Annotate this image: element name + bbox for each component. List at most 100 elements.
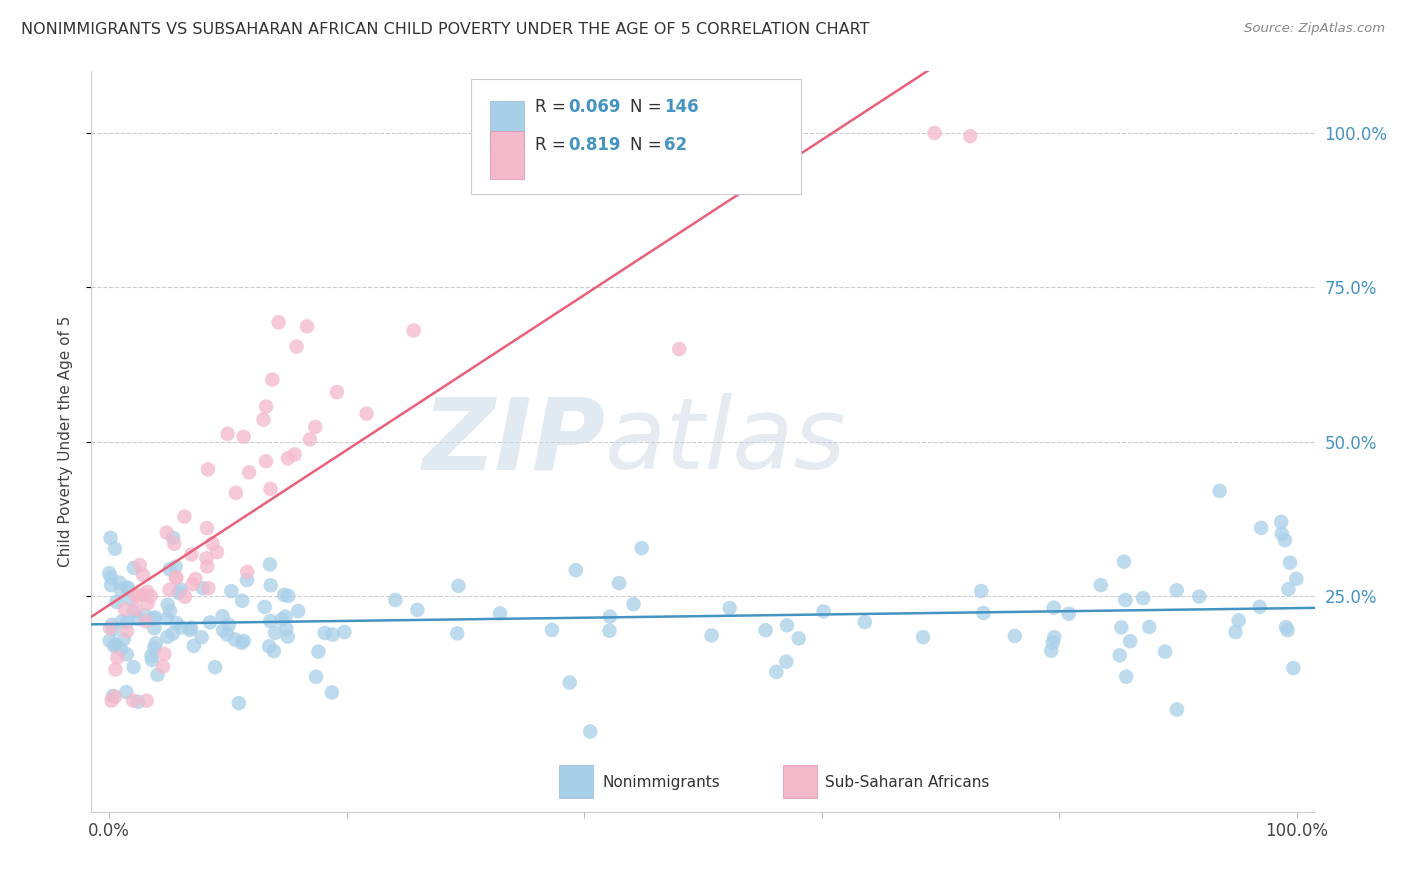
Point (183, 639, 205, 653)
Point (1154, 644, 1177, 658)
Point (141, 648, 163, 663)
Point (253, 599, 276, 614)
Point (1277, 582, 1299, 597)
Point (1119, 634, 1142, 648)
Point (136, 597, 159, 611)
Point (1132, 591, 1154, 606)
Point (167, 586, 190, 600)
Point (173, 509, 195, 524)
FancyBboxPatch shape (471, 78, 801, 194)
Point (1042, 635, 1064, 649)
Point (103, 639, 125, 653)
Point (1111, 620, 1133, 634)
Point (103, 622, 125, 636)
Point (232, 633, 254, 648)
Point (754, 624, 776, 638)
Point (1278, 556, 1301, 570)
Point (277, 451, 299, 466)
FancyBboxPatch shape (783, 765, 817, 798)
Text: 62: 62 (664, 136, 688, 154)
Point (197, 462, 219, 476)
Point (1042, 600, 1064, 615)
Text: R =: R = (536, 136, 571, 154)
Point (231, 593, 253, 607)
Point (112, 632, 135, 647)
Point (813, 604, 835, 618)
Point (100, 531, 122, 545)
Point (1270, 515, 1292, 529)
Point (1090, 578, 1112, 592)
Text: Sub-Saharan Africans: Sub-Saharan Africans (825, 774, 990, 789)
Point (402, 324, 425, 338)
Point (98, 633, 121, 648)
Point (1115, 670, 1137, 684)
Point (98, 621, 121, 635)
Point (607, 576, 630, 591)
Point (169, 582, 191, 597)
Point (114, 602, 136, 616)
Point (132, 567, 155, 582)
Point (232, 430, 254, 444)
Point (100, 694, 122, 708)
Point (305, 670, 328, 684)
Point (135, 694, 157, 708)
Point (1114, 593, 1136, 607)
Point (321, 685, 343, 699)
Point (1277, 623, 1299, 637)
Point (718, 601, 741, 615)
Point (105, 650, 128, 665)
Point (775, 655, 797, 669)
Point (314, 626, 336, 640)
Point (110, 642, 132, 657)
Point (1057, 607, 1080, 621)
Point (217, 627, 239, 641)
Point (128, 588, 150, 602)
Point (959, 129, 981, 144)
Point (146, 668, 169, 682)
Point (225, 486, 247, 500)
Point (212, 623, 235, 637)
Point (1112, 555, 1135, 569)
Point (124, 602, 146, 616)
Point (143, 610, 166, 624)
Point (1043, 630, 1066, 644)
Point (166, 615, 188, 630)
Point (156, 611, 179, 625)
Point (972, 606, 994, 620)
Point (333, 625, 356, 640)
Point (787, 632, 810, 646)
Point (598, 624, 620, 638)
Point (105, 595, 128, 609)
Text: N =: N = (630, 98, 666, 116)
Point (1249, 599, 1271, 614)
Point (231, 636, 253, 650)
Text: Nonimmigrants: Nonimmigrants (603, 774, 720, 789)
Point (1250, 521, 1272, 535)
Point (1285, 572, 1308, 586)
Point (1004, 629, 1026, 643)
Point (912, 630, 935, 644)
Point (285, 340, 308, 354)
Point (101, 617, 124, 632)
Point (1274, 533, 1296, 548)
Point (276, 622, 298, 636)
Point (1137, 620, 1160, 634)
Text: NONIMMIGRANTS VS SUBSAHARAN AFRICAN CHILD POVERTY UNDER THE AGE OF 5 CORRELATION: NONIMMIGRANTS VS SUBSAHARAN AFRICAN CHIL… (21, 22, 869, 37)
Point (181, 577, 204, 591)
Point (195, 559, 218, 574)
Point (122, 561, 145, 575)
Point (143, 640, 166, 655)
Point (100, 578, 122, 592)
Point (1108, 648, 1130, 663)
Point (190, 630, 212, 644)
Point (117, 582, 139, 596)
Point (384, 593, 406, 607)
Point (406, 603, 429, 617)
Point (254, 454, 277, 468)
Point (127, 612, 149, 626)
Text: 0.069: 0.069 (568, 98, 621, 116)
Point (700, 628, 723, 642)
Point (668, 342, 690, 356)
Text: 0.819: 0.819 (568, 136, 621, 154)
Point (101, 689, 124, 703)
